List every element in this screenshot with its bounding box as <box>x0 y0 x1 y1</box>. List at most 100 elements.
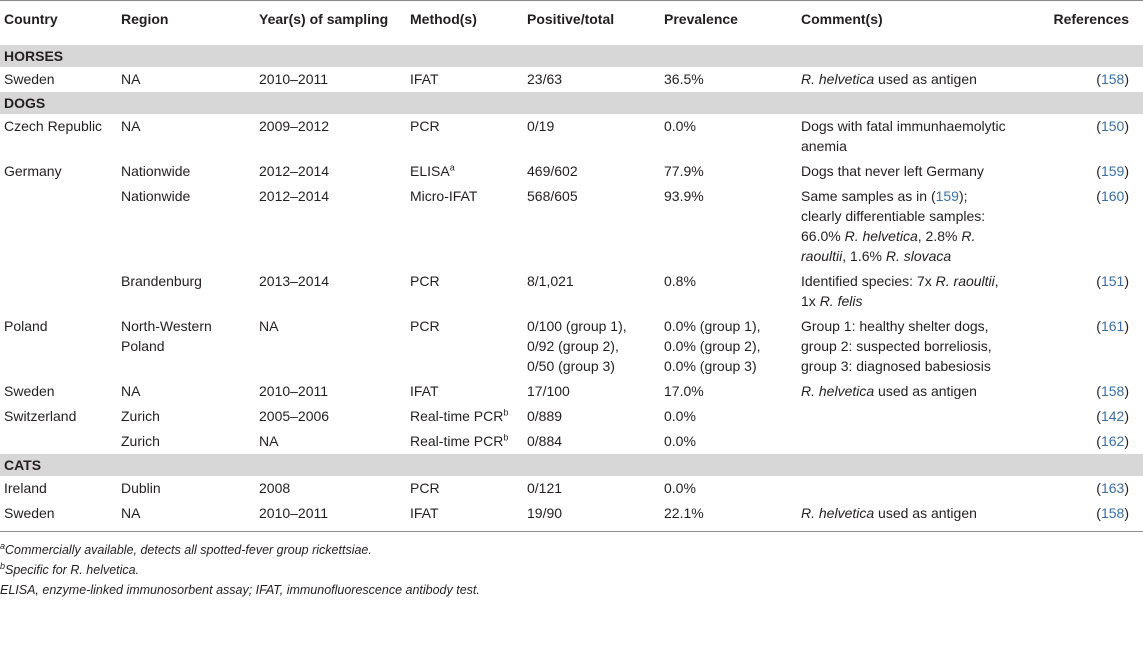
cell-region: North-Western Poland <box>117 314 255 379</box>
prevalence-table: Country Region Year(s) of sampling Metho… <box>0 0 1143 532</box>
comment-text: , 1.6% <box>842 247 886 264</box>
table-row: Germany Nationwide 2012–2014 ELISAa 469/… <box>0 159 1143 184</box>
footnote-marker: a <box>449 161 455 172</box>
comment-text: ); <box>958 187 968 204</box>
cell-years: 2013–2014 <box>259 272 330 289</box>
cell-comment: Same samples as in (159); clearly differ… <box>797 184 1027 269</box>
cell-years: 2012–2014 <box>259 162 330 179</box>
cell-reference: (151) <box>1096 272 1129 289</box>
cell-reference: (161) <box>1096 317 1129 334</box>
cell-method: Micro-IFAT <box>410 187 478 204</box>
cell-years: 2010–2011 <box>259 382 329 399</box>
comment-text: Same samples as in ( <box>801 187 936 204</box>
cell-years: 2005–2006 <box>259 407 330 424</box>
cell-region: Zurich <box>121 407 160 424</box>
cell-years: NA <box>259 317 279 334</box>
value-line: 0.0% (group 2), <box>664 337 761 354</box>
table-row: Brandenburg 2013–2014 PCR 8/1,021 0.8% I… <box>0 269 1143 314</box>
comment-text: used as antigen <box>874 382 977 399</box>
cell-country: Sweden <box>4 70 55 87</box>
region-line: Poland <box>121 337 165 354</box>
cell-country <box>0 184 117 269</box>
cell-prevalence: 77.9% <box>664 162 704 179</box>
cell-positive-total: 0/121 <box>527 479 563 496</box>
reference-link[interactable]: 160 <box>1100 187 1125 204</box>
value-line: 0/100 (group 1), <box>527 317 627 334</box>
table-row: Switzerland Zurich 2005–2006 Real-time P… <box>0 404 1143 429</box>
cell-reference: (162) <box>1096 432 1129 449</box>
reference-link[interactable]: 158 <box>1100 504 1125 521</box>
cell-prevalence: 0.0% <box>664 432 696 449</box>
header-country: Country <box>0 0 117 41</box>
comment-line: clearly differentiable samples: <box>801 207 986 224</box>
cell-reference: (142) <box>1096 407 1129 424</box>
cell-positive-total: 0/889 <box>527 407 563 424</box>
header-comments: Comment(s) <box>797 0 1027 41</box>
cell-method: Real-time PCRb <box>406 404 523 429</box>
cell-comment <box>797 476 1027 501</box>
cell-positive-total: 23/63 <box>527 70 563 87</box>
table-row: Sweden NA 2010–2011 IFAT 23/63 36.5% R. … <box>0 67 1143 92</box>
reference-link[interactable]: 159 <box>935 187 959 204</box>
cell-positive-total: 19/90 <box>523 500 660 532</box>
cell-years: 2008 <box>259 479 291 496</box>
cell-region: NA <box>121 117 141 134</box>
footnote-abbreviations: ELISA, enzyme-linked immunosorbent assay… <box>0 582 480 597</box>
comment-line: raoultii, 1.6% R. slovaca <box>801 246 1027 266</box>
cell-prevalence: 22.1% <box>660 500 797 532</box>
table-row: Ireland Dublin 2008 PCR 0/121 0.0% (163) <box>0 476 1143 501</box>
reference-link[interactable]: 158 <box>1100 382 1125 399</box>
footnote-marker: b <box>0 560 6 571</box>
table-row: Czech Republic NA 2009–2012 PCR 0/19 0.0… <box>0 114 1143 159</box>
method-text: Real-time PCR <box>410 432 504 449</box>
species-name: R. helvetica <box>801 382 875 399</box>
cell-prevalence: 0.0% <box>664 479 696 496</box>
table-row: Sweden NA 2010–2011 IFAT 17/100 17.0% R.… <box>0 379 1143 404</box>
table-row: Poland North-Western Poland NA PCR 0/100 … <box>0 314 1143 379</box>
reference-link[interactable]: 150 <box>1100 117 1125 134</box>
comment-line: Same samples as in (159); <box>801 186 1027 206</box>
species-name: R. <box>961 227 976 244</box>
cell-country: Germany <box>4 162 62 179</box>
table-header: Country Region Year(s) of sampling Metho… <box>0 0 1143 41</box>
table-row: Zurich NA Real-time PCRb 0/884 0.0% (162… <box>0 429 1143 454</box>
reference-link[interactable]: 142 <box>1100 407 1125 424</box>
comment-text: used as antigen <box>874 70 977 87</box>
reference-link[interactable]: 163 <box>1100 479 1125 496</box>
comment-text: Identified species: 7x <box>801 272 936 289</box>
comment-text: , <box>994 272 999 289</box>
footnote-text: Specific for R. helvetica. <box>5 562 140 577</box>
species-name: R. helvetica <box>801 504 875 521</box>
cell-region: Brandenburg <box>121 272 202 289</box>
header-years: Year(s) of sampling <box>255 0 406 41</box>
cell-reference: (163) <box>1096 479 1129 496</box>
reference-link[interactable]: 161 <box>1100 317 1125 334</box>
cell-method: ELISAa <box>406 159 523 184</box>
comment-line: Group 1: healthy shelter dogs, <box>801 317 989 334</box>
cell-positive-total: 8/1,021 <box>527 272 574 289</box>
cell-years: NA <box>259 432 279 449</box>
cell-positive-total: 17/100 <box>527 382 570 399</box>
cell-positive-total: 0/100 (group 1), 0/92 (group 2), 0/50 (gro… <box>523 314 660 379</box>
cell-country: Sweden <box>4 382 55 399</box>
comment-line: anemia <box>801 137 847 154</box>
footnote-b: bSpecific for R. helvetica. <box>0 560 1143 580</box>
reference-link[interactable]: 162 <box>1100 432 1125 449</box>
comment-text: 66.0% <box>801 227 845 244</box>
reference-link[interactable]: 158 <box>1100 70 1125 87</box>
cell-region: Nationwide <box>121 187 191 204</box>
species-name: raoultii <box>801 247 843 264</box>
header-region: Region <box>117 0 255 41</box>
footnote-text: Commercially available, detects all spot… <box>5 542 372 557</box>
cell-comment: Identified species: 7x R. raoultii, 1x R… <box>797 269 1027 314</box>
group-label: HORSES <box>0 36 1143 67</box>
method-text: Real-time PCR <box>410 407 504 424</box>
reference-link[interactable]: 159 <box>1100 162 1125 179</box>
footnote-marker: a <box>0 540 6 551</box>
reference-link[interactable]: 151 <box>1100 272 1125 289</box>
cell-method: PCR <box>410 117 440 134</box>
cell-region: Nationwide <box>121 162 191 179</box>
group-row-cats: CATS <box>0 453 1143 476</box>
species-name: R. helvetica <box>844 227 918 244</box>
cell-reference: (150) <box>1096 117 1129 134</box>
